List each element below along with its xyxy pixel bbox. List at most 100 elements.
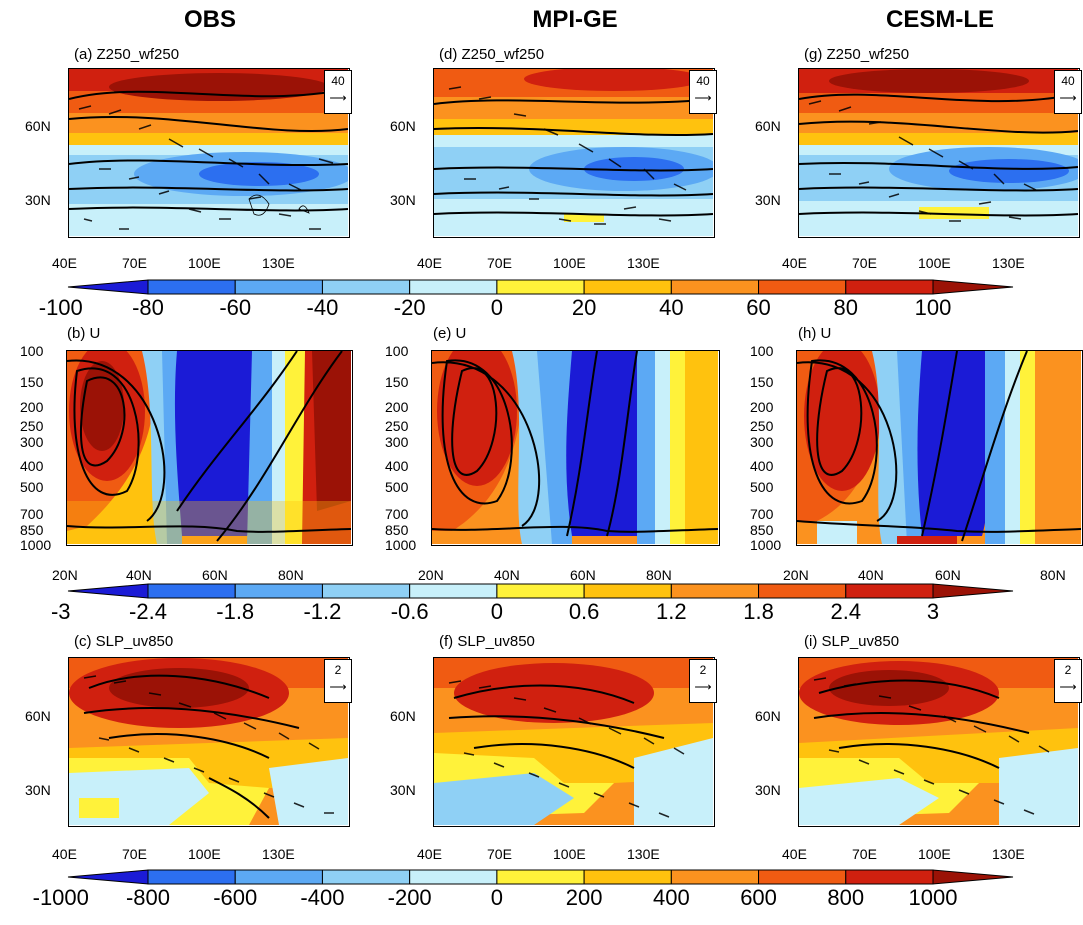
ytick-500-e: 500 — [385, 479, 409, 495]
panel-label-a: (a) Z250_wf250 — [74, 46, 180, 63]
colorbar-tick-label: 600 — [740, 885, 777, 910]
colorbar-segment — [932, 279, 1014, 295]
ytick-500-b: 500 — [20, 479, 44, 495]
colorbar-segment — [758, 279, 847, 295]
arrow-right-icon: ⟶ — [694, 680, 712, 694]
heatmap-z250-mpi — [434, 69, 713, 236]
ytick-30n-g: 30N — [755, 192, 781, 208]
ytick-60n-f: 60N — [390, 708, 416, 724]
ytick-700-b: 700 — [20, 506, 44, 522]
colorbar-tick-label: 80 — [833, 295, 859, 320]
panel-label-g: (g) Z250_wf250 — [804, 46, 910, 63]
xtick-130e-a: 130E — [262, 255, 295, 271]
colorbar-tick-label: 200 — [565, 885, 603, 910]
colorbar-segment — [409, 279, 498, 295]
ref-vector-box-g: 40 ⟶ — [1054, 70, 1082, 114]
section-panel-b — [66, 350, 353, 546]
ytick-400-b: 400 — [20, 458, 44, 474]
colorbar-segment — [234, 583, 323, 599]
colorbar-tick-label: 1.2 — [656, 599, 687, 624]
ref-vector-label-a: 40 — [331, 74, 345, 88]
colorbar-segment — [67, 583, 149, 599]
colorbar-tick-label: 0 — [490, 599, 503, 624]
colorbar-segment — [234, 869, 323, 885]
colorbar-tick-label: 1000 — [908, 885, 958, 910]
xtick-70e-d: 70E — [487, 255, 512, 271]
ytick-700-e: 700 — [385, 506, 409, 522]
panel-label-i: (i) SLP_uv850 — [804, 633, 900, 650]
xtick-40e-d: 40E — [417, 255, 442, 271]
colorbar-tick-label: 0 — [490, 885, 503, 910]
ytick-60n-g: 60N — [755, 118, 781, 134]
ytick-1000-b: 1000 — [20, 537, 52, 553]
ytick-850-h: 850 — [750, 522, 774, 538]
colorbar-1 — [67, 279, 1014, 295]
colorbar-tick-label: -100 — [38, 295, 83, 320]
xtick-130e-f: 130E — [627, 846, 660, 862]
colorbar-segment — [670, 583, 760, 599]
ytick-30n-c: 30N — [25, 782, 51, 798]
xtick-100e-f: 100E — [553, 846, 586, 862]
xtick-130e-d: 130E — [627, 255, 660, 271]
colorbar-segment — [147, 869, 236, 885]
section-panel-h — [796, 350, 1083, 546]
ytick-400-e: 400 — [385, 458, 409, 474]
colorbar-segment — [845, 869, 934, 885]
xtick-80n-b: 80N — [278, 567, 304, 583]
ytick-60n-i: 60N — [755, 708, 781, 724]
colorbar-segment — [234, 279, 323, 295]
map-panel-c — [68, 657, 350, 827]
colorbar-segment — [409, 583, 498, 599]
colorbar-segment — [845, 583, 934, 599]
colorbar-segment — [321, 583, 411, 599]
panel-label-c: (c) SLP_uv850 — [74, 633, 174, 650]
ytick-250-h: 250 — [750, 418, 774, 434]
ytick-300-e: 300 — [385, 434, 409, 450]
colorbar-tick-label: -80 — [132, 295, 164, 320]
xtick-100e-g: 100E — [918, 255, 951, 271]
xtick-40e-f: 40E — [417, 846, 442, 862]
xtick-40n-b: 40N — [126, 567, 152, 583]
panel-label-h: (h) U — [798, 325, 832, 342]
heatmap-slp-mpi — [434, 658, 713, 825]
colorbar-tick-label: 0 — [490, 295, 503, 320]
colorbar-tick-label: 800 — [827, 885, 865, 910]
heatmap-u-mpi — [432, 351, 718, 544]
colorbar-tick-label: 1.8 — [743, 599, 774, 624]
colorbar-segment — [496, 583, 585, 599]
arrow-right-icon: ⟶ — [694, 91, 712, 105]
colorbar-tick-label: 60 — [746, 295, 771, 320]
panel-label-b: (b) U — [67, 325, 101, 342]
colorbar-segment — [409, 869, 498, 885]
xtick-70e-c: 70E — [122, 846, 147, 862]
colorbar-tick-label: -600 — [213, 885, 258, 910]
colorbar-tick-label: -0.6 — [390, 599, 429, 624]
colorbar-tick-label: 100 — [914, 295, 952, 320]
colorbar-3 — [67, 869, 1014, 885]
colorbar-tick-label: -1000 — [32, 885, 89, 910]
colorbar-segment — [583, 279, 672, 295]
column-title-mpi: MPI-GE — [532, 6, 618, 33]
panel-label-f: (f) SLP_uv850 — [439, 633, 535, 650]
xtick-70e-g: 70E — [852, 255, 877, 271]
colorbar-segment — [845, 279, 934, 295]
ref-vector-label-c: 2 — [334, 663, 342, 677]
ytick-100-h: 100 — [750, 343, 774, 359]
ytick-850-b: 850 — [20, 522, 44, 538]
ytick-300-h: 300 — [750, 434, 774, 450]
xtick-40e-i: 40E — [782, 846, 807, 862]
ref-vector-box-c: 2 ⟶ — [324, 659, 352, 703]
colorbar-segment — [583, 583, 672, 599]
ytick-700-h: 700 — [750, 506, 774, 522]
colorbar-tick-label: -400 — [300, 885, 345, 910]
map-panel-a — [68, 68, 350, 238]
xtick-40e-c: 40E — [52, 846, 77, 862]
ref-vector-label-f: 2 — [699, 663, 707, 677]
colorbar-tick-label: 20 — [571, 295, 597, 320]
colorbar-segment — [758, 583, 847, 599]
ytick-150-h: 150 — [750, 374, 774, 390]
xtick-130e-c: 130E — [262, 846, 295, 862]
ytick-1000-h: 1000 — [750, 537, 782, 553]
ytick-30n-d: 30N — [390, 192, 416, 208]
colorbar-segment — [321, 279, 411, 295]
